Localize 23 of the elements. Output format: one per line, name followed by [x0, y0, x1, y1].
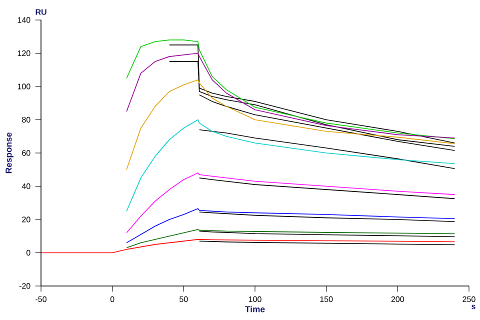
- y-tick-label: 40: [22, 183, 30, 190]
- y-tick-label: -20: [19, 283, 30, 289]
- x-tick-label: 250: [462, 296, 476, 302]
- text: s: [472, 304, 476, 310]
- x-axis-title: Time: [245, 306, 265, 312]
- y-tick-label: 0: [26, 250, 30, 256]
- line-series: [198, 129, 456, 170]
- y-tick-label: 60: [22, 150, 30, 156]
- x-tick-label: -50: [36, 296, 46, 302]
- x-tick-label: 0: [110, 296, 114, 302]
- line-series: [126, 119, 456, 212]
- x-tick-label: 100: [248, 296, 262, 302]
- y-tick-label: 140: [18, 17, 30, 23]
- y-tick-label: 120: [18, 50, 30, 56]
- x-tick-label: 150: [320, 296, 333, 302]
- y-tick-label: 100: [18, 84, 30, 90]
- line-series: [126, 79, 456, 170]
- y-tick-label: 20: [22, 216, 30, 222]
- x-tick-label: 200: [391, 296, 404, 302]
- text: RU: [36, 9, 46, 15]
- x-tick-label: 50: [180, 296, 188, 302]
- y-axis-title: Response: [6, 132, 14, 174]
- y-tick-label: 80: [22, 116, 30, 123]
